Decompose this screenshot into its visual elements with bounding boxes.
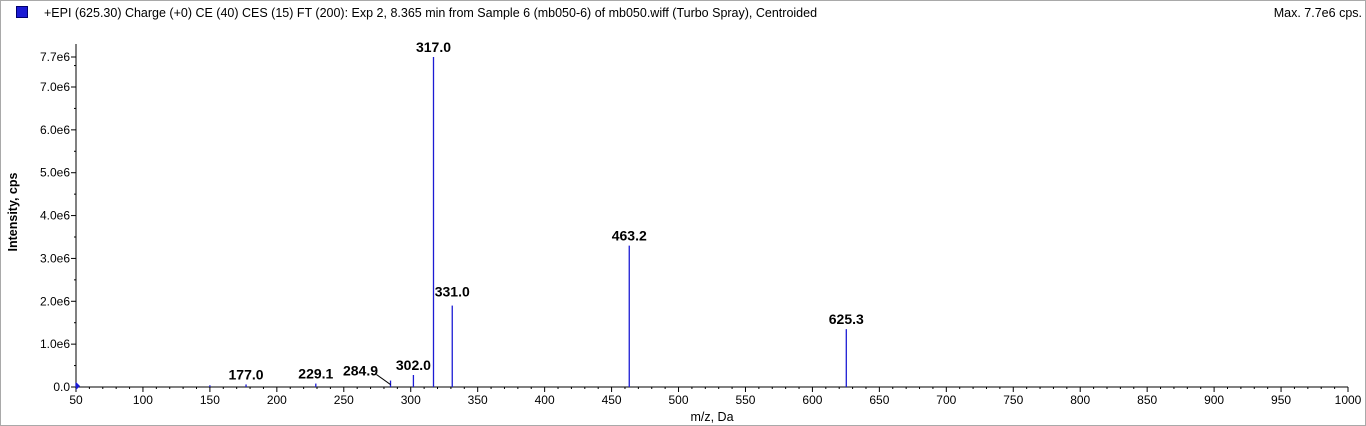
axes: 50 100 150 200 250 300 350 400 450 500 550 600 650 70… [40, 44, 1362, 407]
x-tick-label: 950 [1271, 393, 1291, 407]
y-tick-label: 6.0e6 [40, 123, 70, 137]
x-tick-label: 750 [1003, 393, 1023, 407]
x-tick-label: 50 [69, 393, 83, 407]
y-tick-label: 7.7e6 [40, 50, 70, 64]
y-tick-label: 0.0 [53, 380, 70, 394]
series-legend-swatch [16, 6, 28, 18]
x-tick-label: 800 [1070, 393, 1090, 407]
y-axis-title: Intensity, cps [6, 172, 20, 251]
y-tick-label: 1.0e6 [40, 337, 70, 351]
peak-label: 177.0 [229, 366, 264, 382]
x-tick-label: 850 [1137, 393, 1157, 407]
x-tick-label: 100 [133, 393, 153, 407]
peak-label: 229.1 [298, 366, 333, 382]
peak-label: 463.2 [612, 228, 647, 244]
x-tick-label: 150 [200, 393, 220, 407]
x-axis-title: m/z, Da [690, 410, 733, 424]
x-tick-label: 1000 [1335, 393, 1362, 407]
origin-marker [76, 382, 80, 390]
spectrum-title: +EPI (625.30) Charge (+0) CE (40) CES (1… [44, 6, 818, 20]
x-tick-label: 400 [535, 393, 555, 407]
x-tick-label: 450 [602, 393, 622, 407]
max-intensity-label: Max. 7.7e6 cps. [1273, 6, 1362, 20]
x-tick-label: 900 [1204, 393, 1224, 407]
x-tick-label: 500 [669, 393, 689, 407]
peaks-group [75, 57, 847, 387]
peak-labels-group: 177.0 229.1 284.9 302.0 317.0 331.0 463.2 625.3 [229, 39, 864, 385]
x-tick-label: 200 [267, 393, 287, 407]
x-tick-label: 250 [334, 393, 354, 407]
y-tick-label: 3.0e6 [40, 251, 70, 265]
y-tick-label: 5.0e6 [40, 166, 70, 180]
x-tick-label: 700 [936, 393, 956, 407]
y-tick-label: 4.0e6 [40, 209, 70, 223]
x-tick-label: 300 [401, 393, 421, 407]
x-tick-label: 550 [735, 393, 755, 407]
y-tick-label: 7.0e6 [40, 80, 70, 94]
peak-label: 302.0 [396, 357, 431, 373]
x-tick-label: 600 [802, 393, 822, 407]
peak-label: 625.3 [829, 311, 864, 327]
x-tick-label: 650 [869, 393, 889, 407]
peak-label-leader [376, 374, 391, 385]
chart-header: +EPI (625.30) Charge (+0) CE (40) CES (1… [0, 0, 1366, 26]
y-tick-label: 2.0e6 [40, 294, 70, 308]
peak-label: 284.9 [343, 363, 378, 379]
x-tick-label: 350 [468, 393, 488, 407]
peak-label: 317.0 [416, 39, 451, 55]
peak-label: 331.0 [435, 284, 470, 300]
